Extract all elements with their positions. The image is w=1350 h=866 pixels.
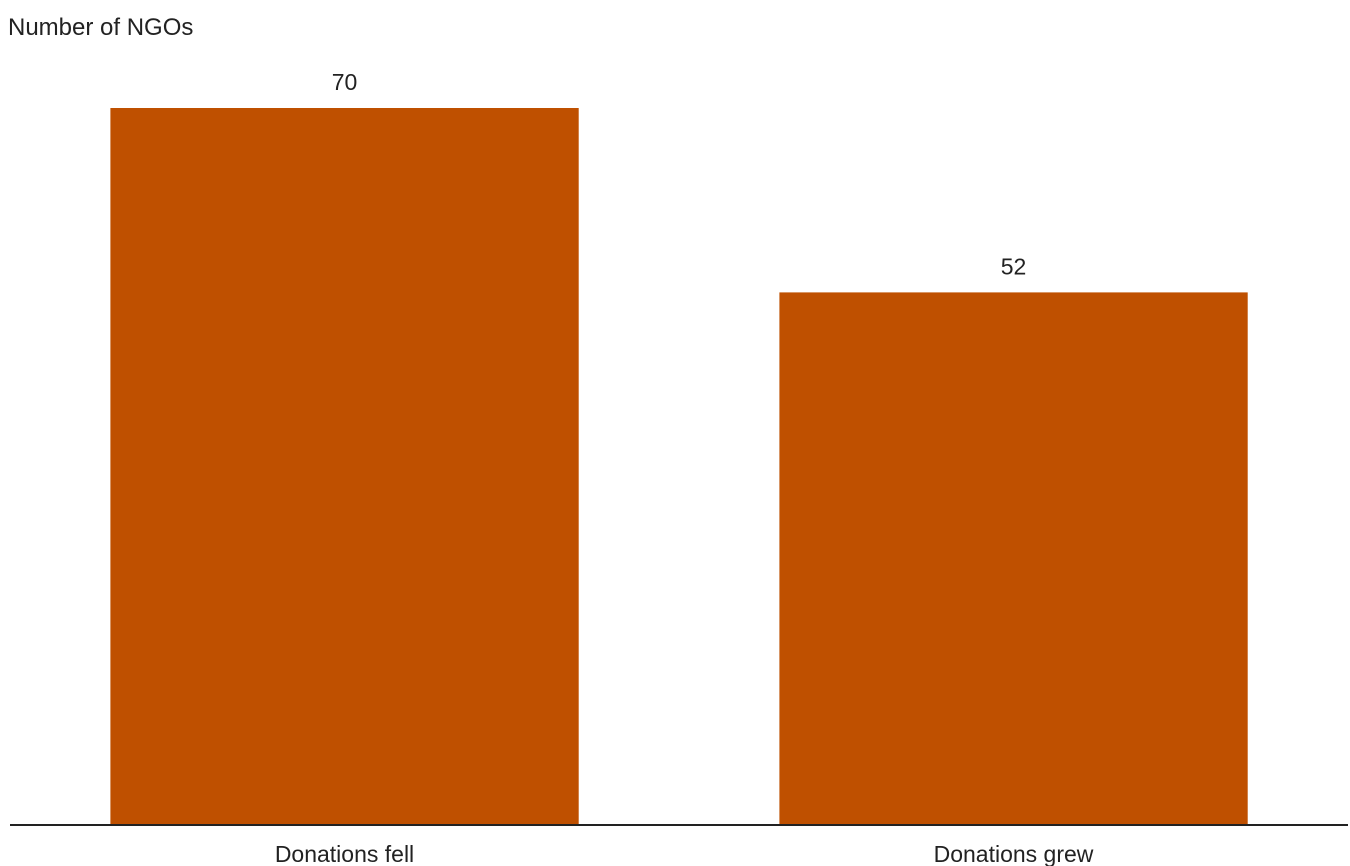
x-tick-label-0: Donations fell [275,841,414,866]
data-label-1: 52 [1001,253,1027,279]
bars-layer [110,108,1247,825]
data-label-0: 70 [332,69,358,95]
y-axis-title: Number of NGOs [8,14,193,41]
bar-0 [110,108,578,825]
x-tick-label-1: Donations grew [934,841,1094,866]
bar-1 [779,292,1247,825]
x-tick-labels-layer: Donations fell Donations grew [275,841,1094,866]
